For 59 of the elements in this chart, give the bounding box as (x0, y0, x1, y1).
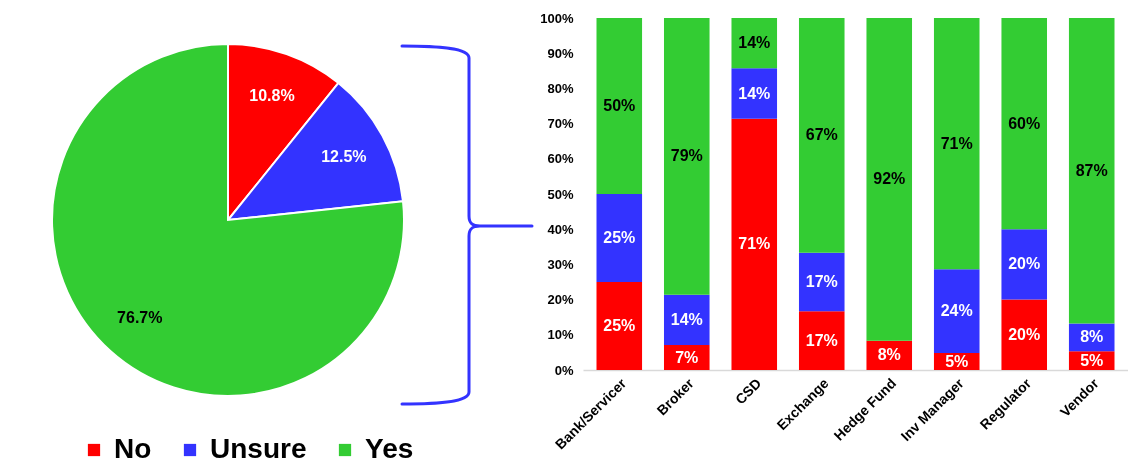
y-tick-label: 30% (547, 256, 574, 272)
data-label: 20% (1008, 255, 1041, 273)
bar (663, 18, 710, 295)
legend-label: No (114, 433, 152, 464)
bar (731, 68, 778, 119)
bar (731, 118, 778, 370)
data-label: 17% (805, 273, 838, 290)
y-tick-label: 70% (547, 116, 574, 132)
bar (798, 311, 845, 370)
data-label: 5% (945, 352, 969, 370)
y-tick-label: 50% (547, 186, 574, 202)
bar (596, 282, 643, 370)
data-label: 24% (940, 302, 973, 320)
y-tick-label: 20% (547, 292, 574, 308)
data-label: 76.7% (117, 309, 163, 327)
data-label: 12.5% (321, 147, 367, 165)
bar (663, 294, 710, 346)
data-label: 87% (1075, 161, 1108, 179)
bar (933, 269, 980, 354)
data-label: 71% (940, 134, 973, 152)
data-label: 25% (603, 317, 636, 334)
bar (933, 18, 980, 270)
data-label: 10.8% (249, 86, 295, 104)
legend-label: Yes (365, 433, 414, 464)
bar (1001, 299, 1048, 370)
data-label: 14% (738, 34, 771, 52)
data-label: 8% (1080, 328, 1104, 346)
y-tick-label: 40% (547, 221, 574, 237)
data-label: 50% (603, 97, 636, 114)
data-label: 8% (877, 346, 901, 364)
data-label: 20% (1008, 325, 1041, 343)
y-tick-label: 100% (540, 10, 574, 26)
data-label: 17% (805, 331, 838, 349)
bar (798, 252, 845, 312)
y-tick-label: 90% (547, 45, 574, 61)
data-label: 60% (1008, 114, 1041, 132)
data-label: 67% (805, 126, 838, 144)
data-label: 5% (1080, 351, 1104, 369)
data-label: 14% (738, 84, 771, 102)
bar (1001, 18, 1048, 230)
pie-slice (51, 43, 405, 397)
y-tick-label: 10% (547, 327, 574, 343)
bar (1001, 229, 1048, 300)
bar (731, 18, 778, 69)
y-tick-label: 60% (547, 151, 574, 167)
data-label: 7% (675, 348, 699, 366)
bar (596, 194, 643, 282)
bar (1068, 18, 1115, 324)
data-label: 14% (670, 310, 703, 328)
y-tick-label: 80% (547, 80, 574, 96)
y-tick-label: 0% (554, 362, 574, 378)
data-label: 71% (738, 235, 771, 253)
data-label: 79% (670, 147, 703, 165)
legend-label: Unsure (210, 433, 307, 464)
data-label: 25% (603, 229, 636, 246)
bar (596, 18, 643, 194)
data-label: 92% (873, 170, 906, 188)
bar (798, 18, 845, 253)
bar (866, 18, 913, 341)
